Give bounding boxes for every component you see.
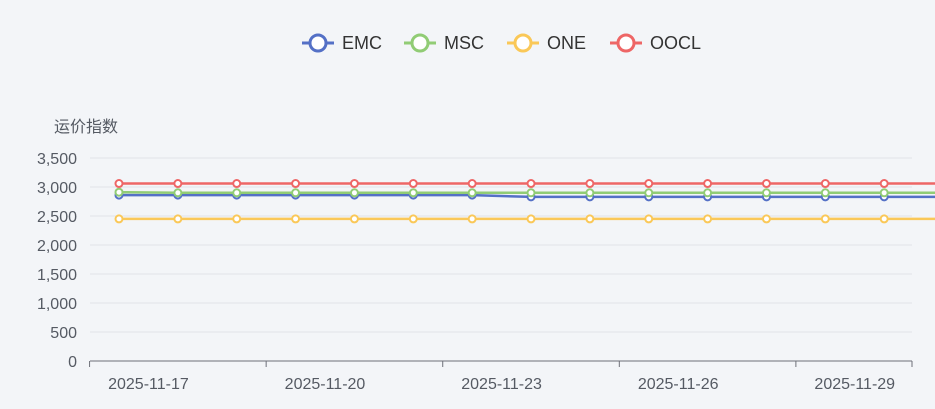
data-point-one <box>585 214 595 224</box>
data-point-one <box>703 214 713 224</box>
data-point-one <box>408 214 418 224</box>
x-tick-label: 2025-11-29 <box>814 376 895 393</box>
y-tick-label: 0 <box>68 354 77 371</box>
data-point-one <box>291 214 301 224</box>
data-point-one <box>114 214 124 224</box>
y-tick-label: 1,000 <box>37 296 77 313</box>
data-point-one <box>879 214 889 224</box>
legend-marker-msc <box>410 33 430 53</box>
x-tick-label: 2025-11-17 <box>108 376 189 393</box>
data-point-one <box>173 214 183 224</box>
data-point-oocl <box>232 179 242 189</box>
data-point-msc <box>114 187 124 197</box>
data-point-oocl <box>703 179 713 189</box>
data-point-msc <box>820 188 830 198</box>
data-point-one <box>644 214 654 224</box>
data-point-one <box>761 214 771 224</box>
y-tick-label: 500 <box>50 325 77 342</box>
x-tick-label: 2025-11-20 <box>285 376 366 393</box>
x-tick-label: 2025-11-23 <box>461 376 542 393</box>
y-tick-label: 3,500 <box>37 151 77 168</box>
data-point-oocl <box>114 179 124 189</box>
legend-marker-emc <box>308 33 328 53</box>
data-point-one <box>467 214 477 224</box>
x-axis: 2025-11-17 2025-11-20 2025-11-23 2025-11-26… <box>89 360 913 393</box>
data-point-msc <box>644 188 654 198</box>
data-point-msc <box>585 188 595 198</box>
data-point-one <box>526 214 536 224</box>
data-point-msc <box>761 188 771 198</box>
legend-marker-oocl <box>616 33 636 53</box>
data-point-msc <box>467 188 477 198</box>
data-point-msc <box>703 188 713 198</box>
data-point-oocl <box>173 179 183 189</box>
data-point-one <box>349 214 359 224</box>
data-point-oocl <box>879 179 889 189</box>
data-point-oocl <box>761 179 771 189</box>
legend-label-emc: EMC <box>342 33 382 53</box>
data-point-oocl <box>820 179 830 189</box>
y-tick-label: 1,500 <box>37 267 77 284</box>
legend-label-oocl: OOCL <box>650 33 701 53</box>
data-point-oocl <box>644 179 654 189</box>
series-group <box>114 179 935 224</box>
data-point-oocl <box>408 179 418 189</box>
legend-label-one: ONE <box>547 33 586 53</box>
y-tick-label: 2,500 <box>37 209 77 226</box>
legend-label-msc: MSC <box>444 33 484 53</box>
y-axis: 0 500 1,000 1,500 2,000 2,500 3,000 3,500 <box>37 151 77 371</box>
data-point-one <box>820 214 830 224</box>
grid-lines <box>90 157 912 333</box>
y-axis-title: 运价指数 <box>54 118 118 136</box>
data-point-oocl <box>291 179 301 189</box>
data-point-msc <box>408 188 418 198</box>
x-tick-label: 2025-11-26 <box>638 376 719 393</box>
legend-marker-one <box>513 33 533 53</box>
data-point-oocl <box>585 179 595 189</box>
data-point-msc <box>173 188 183 198</box>
y-tick-label: 2,000 <box>37 238 77 255</box>
data-point-msc <box>291 188 301 198</box>
data-point-one <box>232 214 242 224</box>
data-point-oocl <box>467 179 477 189</box>
data-point-oocl <box>349 179 359 189</box>
legend: EMC MSC ONE OOCL <box>302 33 701 53</box>
data-point-oocl <box>526 179 536 189</box>
y-tick-label: 3,000 <box>37 180 77 197</box>
data-point-msc <box>349 188 359 198</box>
data-point-msc <box>526 188 536 198</box>
data-point-msc <box>879 188 889 198</box>
data-point-msc <box>232 188 242 198</box>
